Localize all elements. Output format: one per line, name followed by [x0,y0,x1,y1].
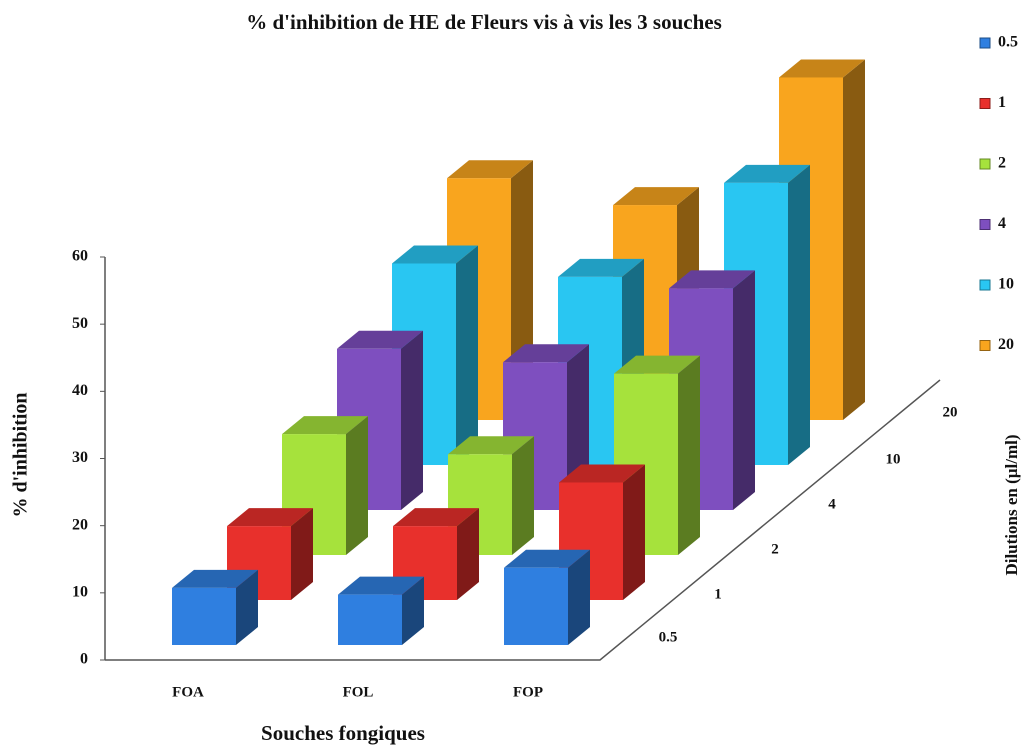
z-tick-label: 10 [886,451,901,467]
bar-top [614,355,700,374]
bar-top [558,258,644,277]
bar-top [338,576,424,595]
z-tick-label: 1 [714,586,722,602]
z-tick-label: 4 [828,496,836,512]
bar-top [613,187,699,206]
legend-swatch [979,158,991,170]
z-tick-label: 0.5 [659,629,678,645]
bar-side [401,330,423,510]
legend-label: 10 [998,276,1014,293]
bar-side [456,245,478,465]
bar-side [236,569,258,645]
legend-swatch [979,37,991,49]
chart-title: % d'inhibition de HE de Fleurs vis à vis… [246,10,722,34]
bar-side [568,549,590,645]
bar-top [282,416,368,435]
legend-label: 4 [998,215,1006,232]
y-axis-title: % d'inhibition [10,392,32,517]
legend-label: 1 [998,94,1006,111]
bar-top [172,569,258,588]
bar-side [291,508,313,600]
legend-swatch [979,219,991,230]
z-axis-title: Dilutions en (µl/ml) [1002,434,1021,575]
bar-side [457,508,479,600]
x-tick-label: FOL [343,684,374,700]
bar-front [338,594,402,645]
bar-top [227,508,313,527]
bar-side [402,576,424,645]
legend-swatch [979,98,991,109]
x-tick-label: FOA [172,684,204,700]
bar-side [788,164,810,465]
x-axis-title: Souches fongiques [261,721,425,745]
y-tick-label: 0 [80,651,88,668]
bar-side [346,416,368,555]
bar-top [559,464,645,483]
bar-top [448,436,534,455]
bar-top [337,330,423,349]
bar-side [733,270,755,510]
z-tick-label: 2 [771,541,779,557]
legend-swatch [979,340,991,351]
y-tick-label: 60 [72,248,88,265]
bar-side [843,59,865,420]
bar [448,436,534,555]
bar [504,549,590,645]
bar-top [503,344,589,363]
bar [172,569,258,645]
bar-top [447,160,533,179]
y-tick-label: 20 [72,516,88,533]
floor-edge [105,379,941,661]
legend-label: 0.5 [998,34,1018,51]
bar [338,576,424,645]
x-tick-label: FOP [513,684,543,700]
bar-side [678,355,700,555]
z-tick-label: 20 [943,404,958,420]
bar-top [724,164,810,183]
legend-label: 2 [998,155,1006,172]
bar-top [393,508,479,527]
bar-top [779,59,865,78]
y-tick-label: 40 [72,382,88,399]
y-tick-label: 30 [72,449,88,466]
bar-front [504,567,568,645]
y-tick-label: 50 [72,315,88,332]
legend-swatch [979,279,991,291]
bar-top [392,245,478,264]
bar-side [512,436,534,555]
bar [779,59,865,420]
bar-top [669,270,755,289]
bar [559,464,645,600]
legend-label: 20 [998,336,1014,353]
y-tick-label: 10 [72,584,88,601]
bar-side [623,464,645,600]
bar-front [172,587,236,645]
bar-top [504,549,590,568]
